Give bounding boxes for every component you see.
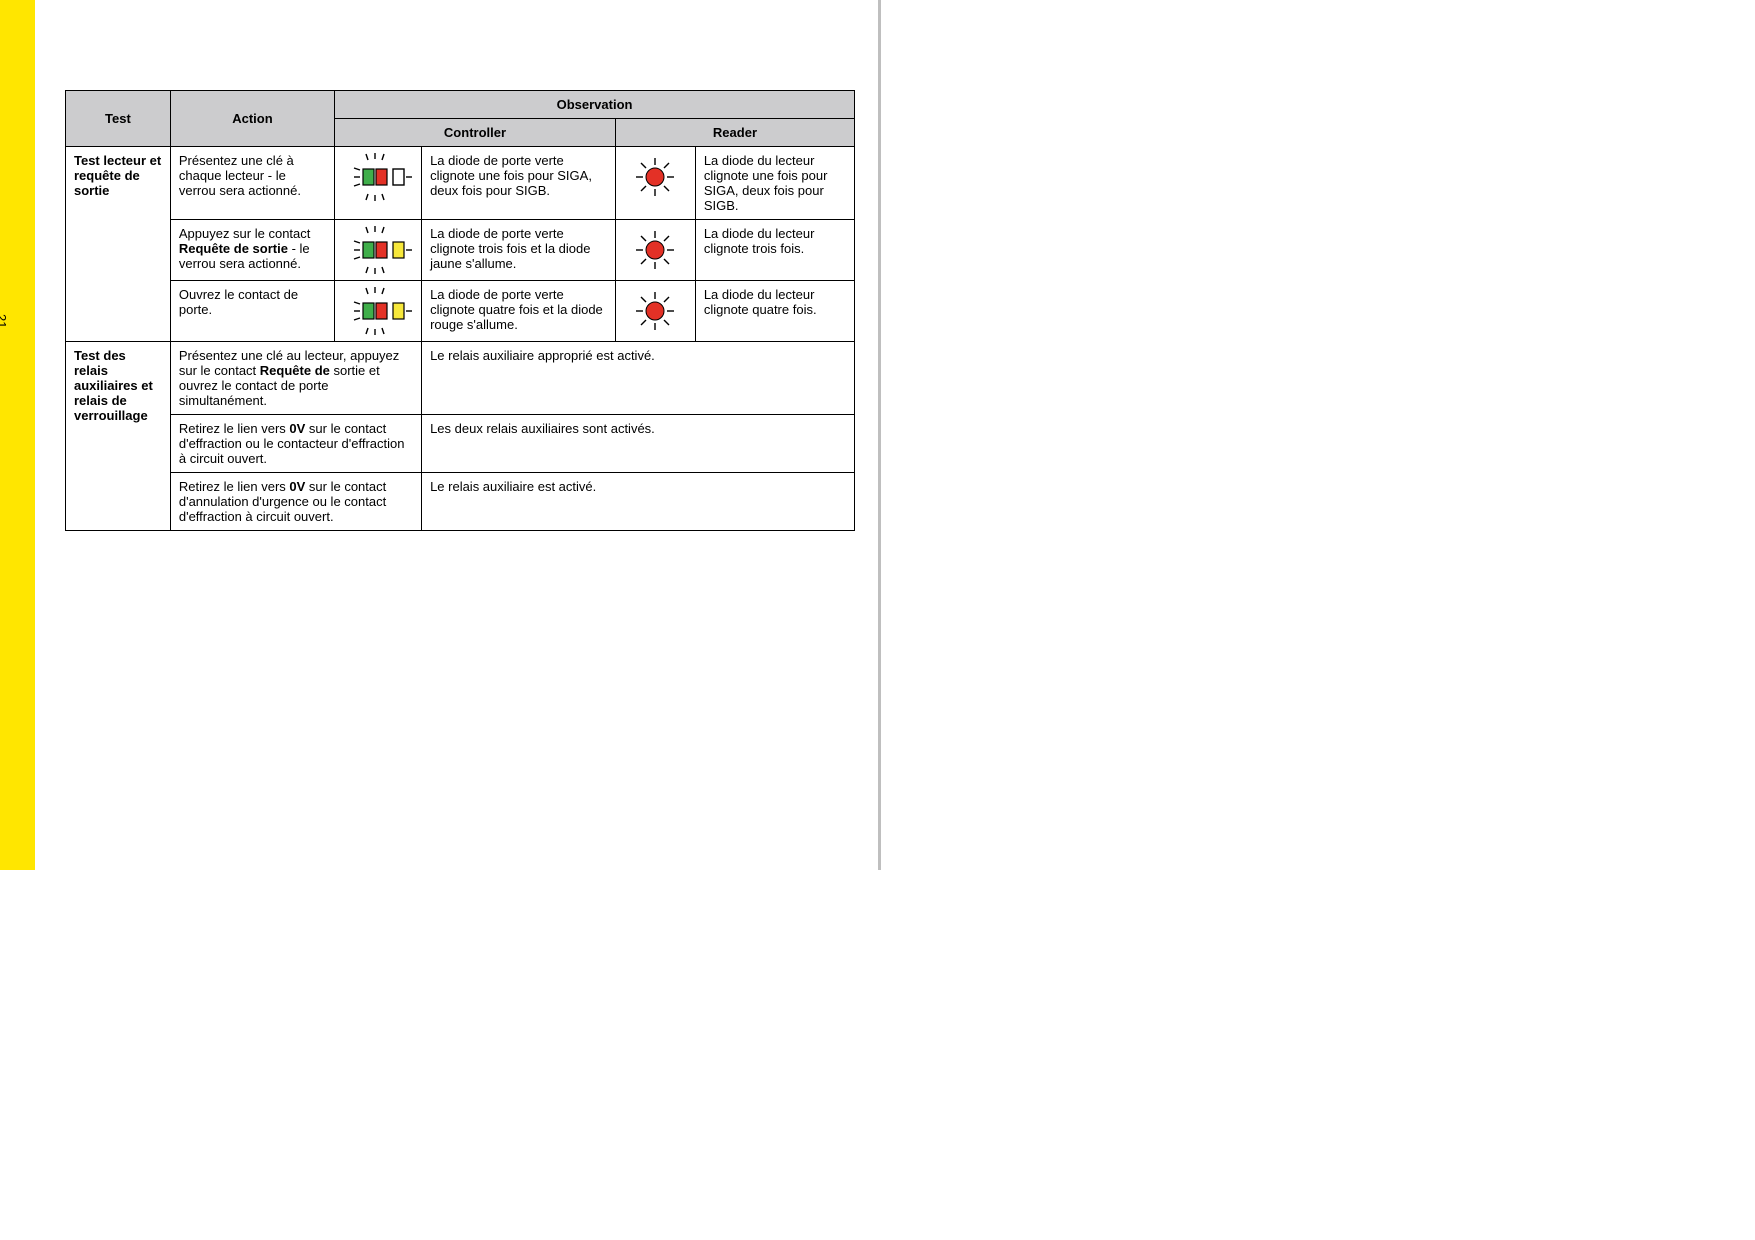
document-page: 21 Test Action Observation Controller Re… (0, 0, 1755, 1240)
observation-cell: Le relais auxiliaire approprié est activ… (422, 342, 855, 415)
test-label-1: Test lecteur et requête de sortie (66, 147, 171, 342)
reader-icon-cell (615, 147, 695, 220)
reader-text: La diode du lecteur clignote trois fois. (695, 220, 854, 281)
reader-led-icon (628, 226, 682, 274)
page-divider (878, 0, 881, 870)
reader-text: La diode du lecteur clignote une fois po… (695, 147, 854, 220)
action-text-bold: 0V (289, 479, 305, 494)
table-row: Ouvrez le contact de porte. (66, 281, 855, 342)
action-text-bold: 0V (289, 421, 305, 436)
observation-cell: Les deux relais auxiliaires sont activés… (422, 415, 855, 473)
controller-led-icon (343, 226, 413, 274)
test-label-2: Test des relais auxiliaires et relais de… (66, 342, 171, 531)
controller-led-icon (343, 153, 413, 201)
reader-text: La diode du lecteur clignote quatre fois… (695, 281, 854, 342)
header-test: Test (66, 91, 171, 147)
action-text-pre: Appuyez sur le contact (179, 226, 311, 241)
controller-led-icon (343, 287, 413, 335)
header-controller: Controller (335, 119, 616, 147)
margin-yellow-bar (0, 0, 35, 870)
reader-led-icon (628, 287, 682, 335)
table-row: Appuyez sur le contact Requête de sortie… (66, 220, 855, 281)
controller-icon-cell (335, 147, 422, 220)
controller-icon-cell (335, 281, 422, 342)
header-row-1: Test Action Observation (66, 91, 855, 119)
controller-text: La diode de porte verte clignote trois f… (422, 220, 616, 281)
action-text-pre: Ouvrez le contact de porte. (179, 287, 298, 317)
action-cell-wide: Présentez une clé au lecteur, appuyez su… (170, 342, 421, 415)
page-number: 21 (0, 314, 9, 328)
table-row: Test lecteur et requête de sortie Présen… (66, 147, 855, 220)
action-cell: Présentez une clé à chaque lecteur - le … (170, 147, 334, 220)
table-row: Retirez le lien vers 0V sur le contact d… (66, 415, 855, 473)
controller-icon-cell (335, 220, 422, 281)
action-cell-wide: Retirez le lien vers 0V sur le contact d… (170, 415, 421, 473)
reader-icon-cell (615, 220, 695, 281)
table-row: Retirez le lien vers 0V sur le contact d… (66, 473, 855, 531)
header-reader: Reader (615, 119, 854, 147)
action-text-pre: Retirez le lien vers (179, 421, 290, 436)
controller-text: La diode de porte verte clignote une foi… (422, 147, 616, 220)
controller-text: La diode de porte verte clignote quatre … (422, 281, 616, 342)
action-text-pre: Présentez une clé à chaque lecteur - le … (179, 153, 301, 198)
table-row: Test des relais auxiliaires et relais de… (66, 342, 855, 415)
action-cell-wide: Retirez le lien vers 0V sur le contact d… (170, 473, 421, 531)
action-text-bold: Requête de sortie (179, 241, 288, 256)
action-cell: Appuyez sur le contact Requête de sortie… (170, 220, 334, 281)
header-observation: Observation (335, 91, 855, 119)
reader-icon-cell (615, 281, 695, 342)
reader-led-icon (628, 153, 682, 201)
test-table: Test Action Observation Controller Reade… (65, 90, 855, 531)
action-text-bold: Requête de (260, 363, 330, 378)
action-cell: Ouvrez le contact de porte. (170, 281, 334, 342)
header-action: Action (170, 91, 334, 147)
observation-cell: Le relais auxiliaire est activé. (422, 473, 855, 531)
action-text-pre: Retirez le lien vers (179, 479, 290, 494)
